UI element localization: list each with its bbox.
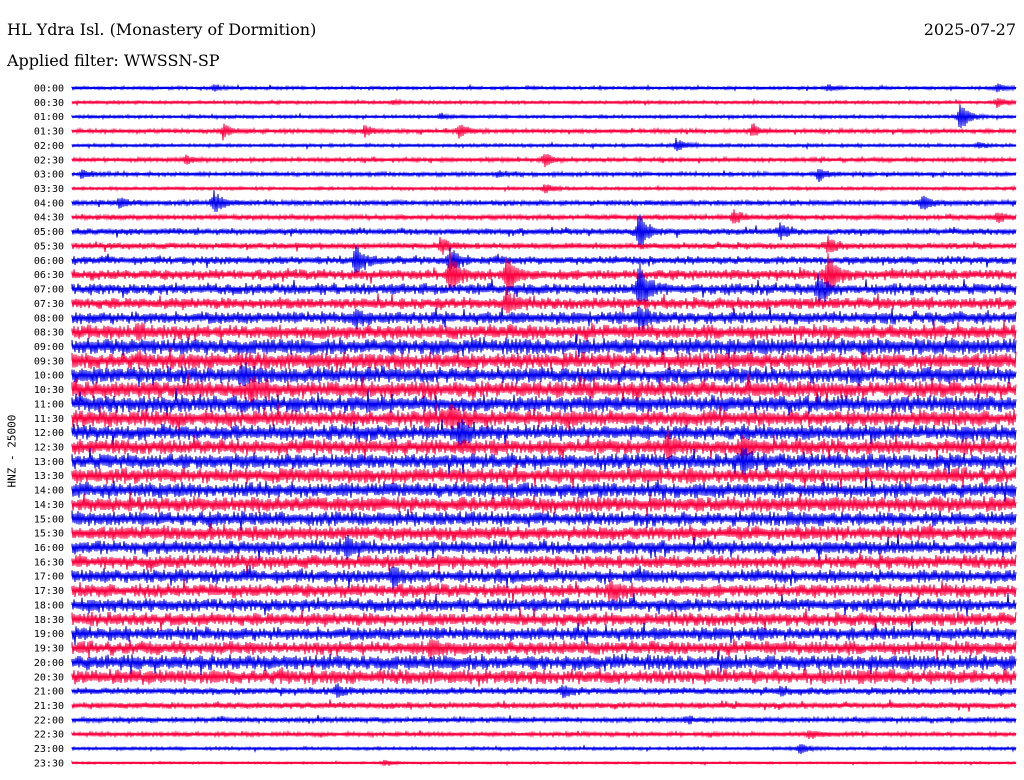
row-time-label: 05:30 [34,241,64,252]
row-time-label: 17:30 [34,586,64,597]
row-time-label: 15:00 [34,514,64,525]
row-time-label: 12:00 [34,428,64,439]
row-time-label: 06:00 [34,256,64,267]
row-time-label: 21:30 [34,701,64,712]
trace-line [71,347,1017,373]
row-time-label: 04:30 [34,213,64,224]
row-time-label: 22:00 [34,715,64,726]
row-time-label: 10:30 [34,385,64,396]
row-time-label: 03:00 [34,170,64,181]
filter-label: Applied filter: WWSSN-SP [7,51,220,70]
row-time-label: 14:30 [34,500,64,511]
row-time-label: 04:00 [34,198,64,209]
row-time-label: 12:30 [34,443,64,454]
row-time-label: 05:00 [34,227,64,238]
row-time-label: 13:00 [34,457,64,468]
row-time-label: 09:30 [34,356,64,367]
row-time-label: 07:30 [34,299,64,310]
row-time-label: 03:30 [34,184,64,195]
date-label: 2025-07-27 [923,20,1016,39]
row-time-label: 19:30 [34,644,64,655]
row-time-label: 08:00 [34,313,64,324]
row-time-label: 17:00 [34,572,64,583]
row-time-label: 15:30 [34,529,64,540]
row-time-label: 10:00 [34,371,64,382]
row-time-label: 22:30 [34,730,64,741]
row-time-label: 16:30 [34,557,64,568]
row-time-label: 07:00 [34,285,64,296]
row-time-label: 18:30 [34,615,64,626]
row-time-label: 00:30 [34,98,64,109]
trace-line [71,551,1017,575]
row-time-label: 23:30 [34,758,64,769]
row-time-label: 02:30 [34,155,64,166]
row-time-label: 11:00 [34,399,64,410]
row-time-label: 13:30 [34,471,64,482]
row-time-label: 21:00 [34,687,64,698]
row-time-label: 09:00 [34,342,64,353]
row-time-label: 01:00 [34,112,64,123]
row-time-label: 16:00 [34,543,64,554]
row-time-label: 02:00 [34,141,64,152]
row-time-label: 20:00 [34,658,64,669]
station-title: HL Ydra Isl. (Monastery of Dormition) [7,20,317,39]
row-time-label: 00:00 [34,84,64,95]
row-time-label: 19:00 [34,629,64,640]
row-time-label: 08:30 [34,328,64,339]
row-time-label: 23:00 [34,744,64,755]
row-time-label: 06:30 [34,270,64,281]
row-time-label: 01:30 [34,127,64,138]
row-time-label: 14:00 [34,486,64,497]
row-time-label: 11:30 [34,414,64,425]
row-time-label: 18:00 [34,600,64,611]
trace-line [71,190,1017,212]
row-time-label: 20:30 [34,672,64,683]
trace-line [71,169,1017,182]
